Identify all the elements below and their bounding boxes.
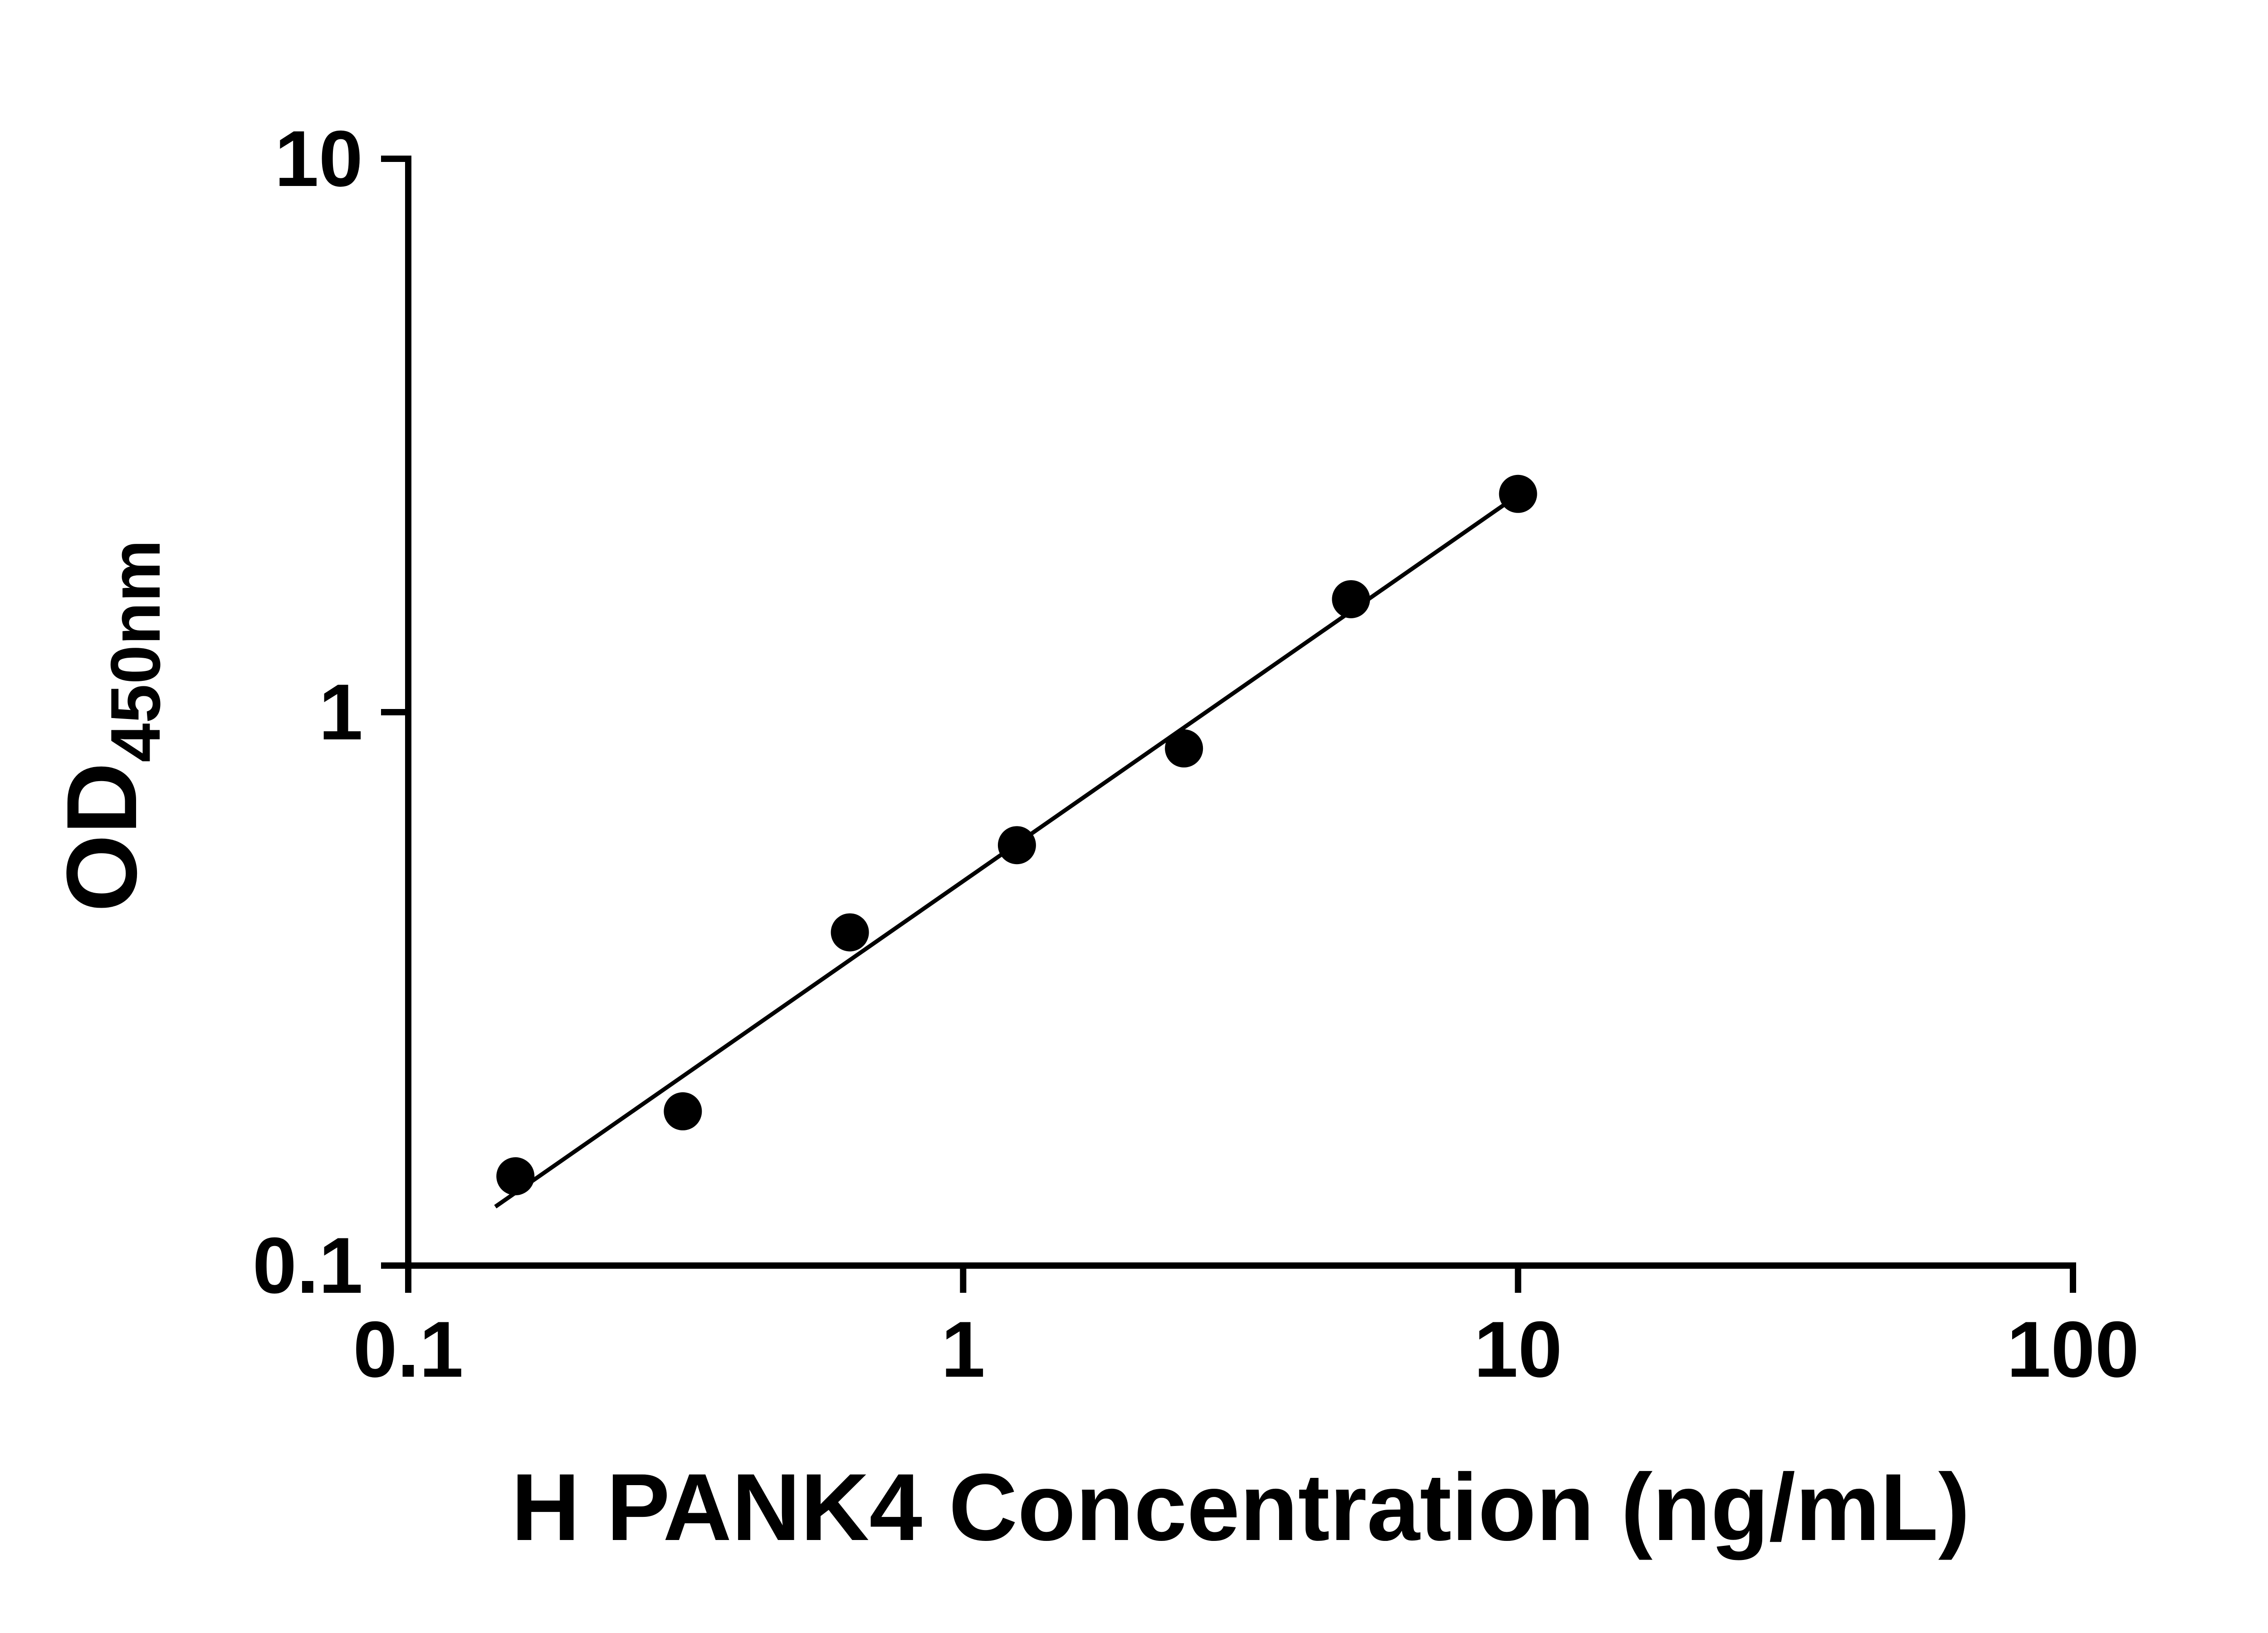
data-point (664, 1092, 702, 1130)
data-point (1499, 474, 1537, 513)
x-tick-label: 1 (941, 1305, 985, 1394)
y-axis: 0.1 1 10 (253, 115, 411, 1310)
data-point (997, 826, 1036, 865)
data-points (496, 474, 1537, 1196)
y-axis-title-sub: 450nm (96, 539, 175, 762)
data-point (1332, 580, 1370, 618)
data-point (831, 913, 869, 952)
y-tick-label: 0.1 (253, 1222, 363, 1310)
y-tick-label: 10 (274, 115, 363, 203)
x-axis: 0.1 1 10 100 (353, 1262, 2139, 1394)
x-tick-label: 10 (1474, 1305, 1562, 1394)
x-axis-title: H PANK4 Concentration (ng/mL) (511, 1454, 1970, 1560)
data-point (496, 1157, 535, 1196)
y-axis-title-main: OD (46, 763, 157, 912)
y-tick-label: 1 (319, 668, 363, 757)
x-tick-label: 100 (2007, 1305, 2139, 1394)
y-axis-title: OD450nm (46, 539, 175, 912)
data-point (1165, 729, 1203, 768)
x-tick-label: 0.1 (353, 1305, 463, 1394)
